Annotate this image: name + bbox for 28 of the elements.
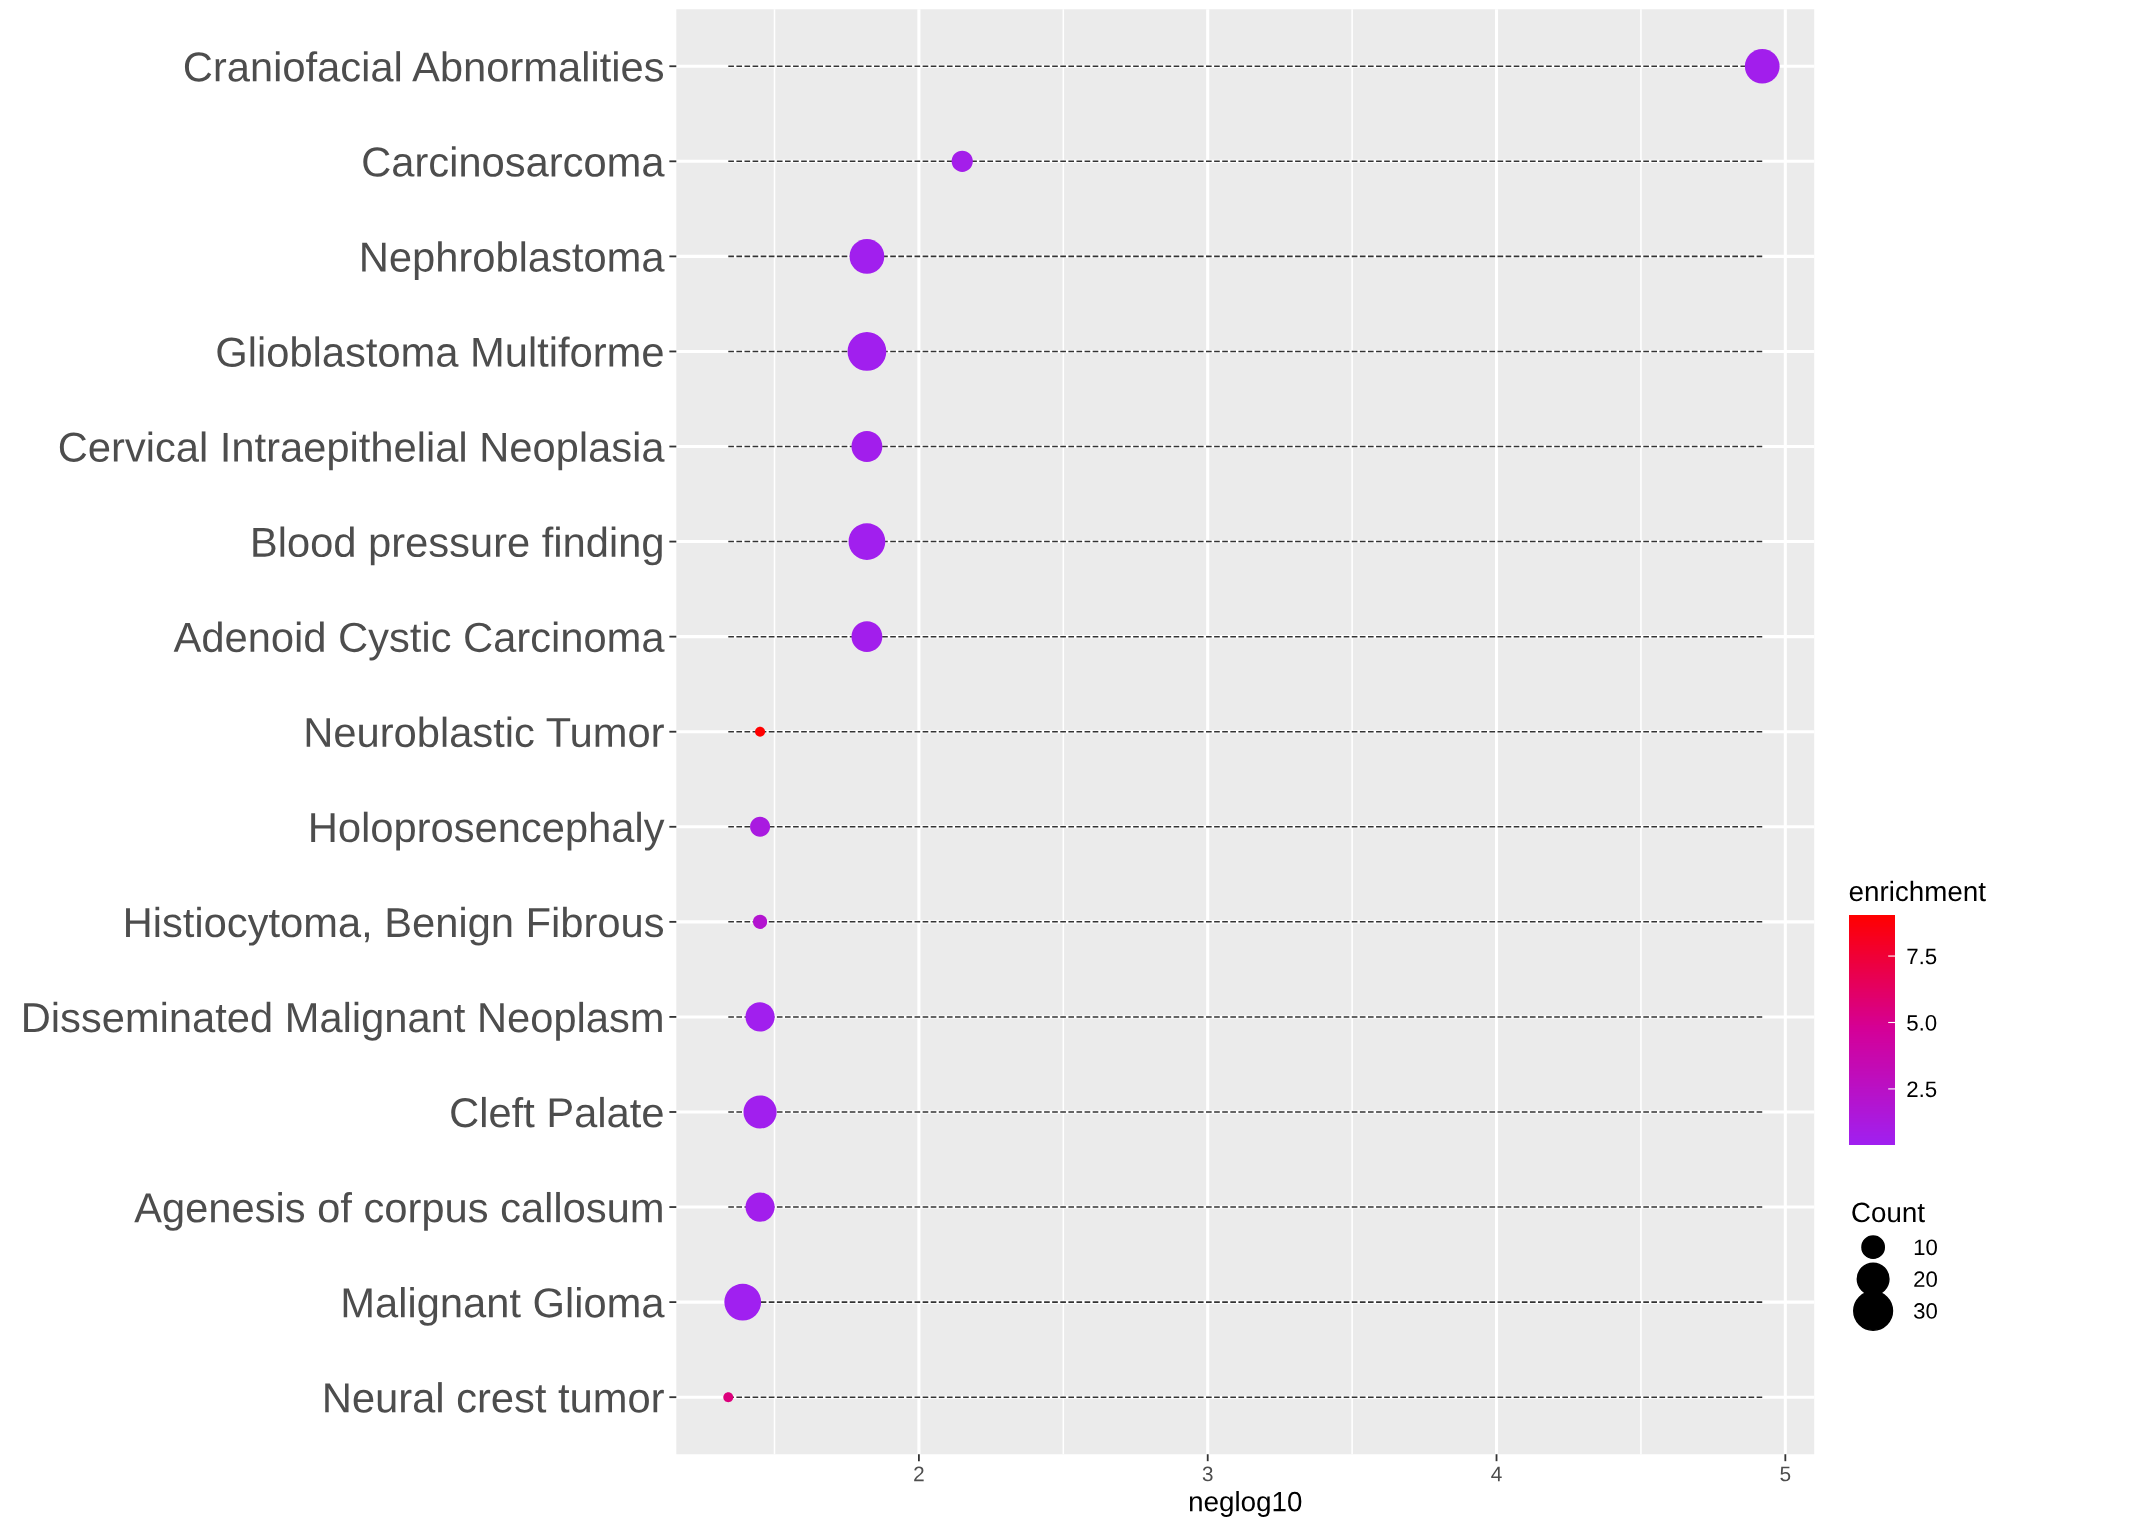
x-tick-label: 4 [1491,1466,1502,1482]
color-bar-label: 7.5 [1907,948,1937,965]
x-tick-label: 5 [1780,1466,1791,1482]
legend-title: Count [1852,1202,1925,1223]
y-tick-label: Adenoid Cystic Carcinoma [173,621,665,661]
y-tick-label: Craniofacial Abnormalities [184,51,664,82]
y-tick-label: Histiocytoma, Benign Fibrous [126,906,664,946]
legend-label: 20 [1914,1271,1937,1288]
y-tick-label: Disseminated Malignant Neoplasm [24,1001,662,1041]
y-tick-label: Cervical Intraepithelial Neoplasia [59,431,665,471]
y-tick-label: Blood pressure finding [253,526,662,566]
legend-label: 30 [1913,1303,1937,1319]
y-tick-label: Cleft Palate [451,1096,663,1128]
y-tick-label: Agenesis of corpus callosum [134,1191,662,1231]
y-tick-label: Neural crest tumor [325,1382,664,1413]
color-bar-title: enrichment [1849,880,1986,902]
y-tick-label: Malignant Glioma [343,1287,665,1326]
y-tick-label: Holoprosencephaly [311,811,665,851]
y-tick-label: Glioblastoma Multiforme [217,336,663,367]
y-tick-label: Neuroblastic Tumor [306,716,664,748]
x-tick-label: 2 [914,1466,924,1482]
color-bar-label: 2.5 [1907,1081,1937,1098]
y-tick-label: Nephroblastoma [362,241,665,281]
x-axis-title: neglog10 [1189,1491,1302,1517]
x-tick-label: 3 [1202,1466,1213,1482]
color-bar-label: 5.0 [1907,1015,1937,1031]
y-tick-label: Carcinosarcoma [363,146,665,177]
legend-label: 10 [1914,1239,1937,1256]
